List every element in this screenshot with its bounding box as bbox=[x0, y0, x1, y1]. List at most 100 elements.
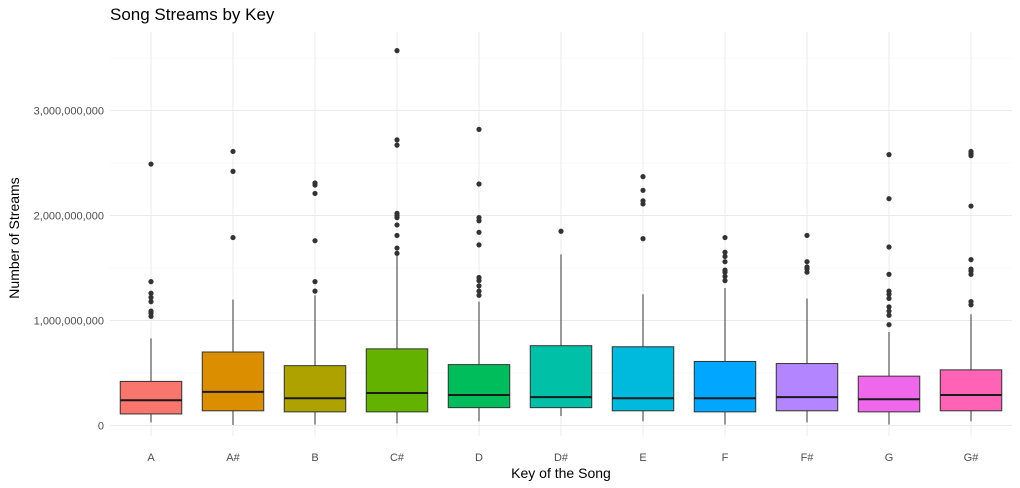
box-iqr bbox=[447, 364, 511, 409]
box-iqr bbox=[857, 375, 921, 413]
outlier-point bbox=[476, 274, 482, 281]
outlier-point bbox=[886, 295, 892, 302]
box-d bbox=[447, 126, 511, 422]
outlier-point bbox=[148, 290, 154, 296]
chart-title: Song Streams by Key bbox=[110, 5, 275, 24]
y-tick-label: 2,000,000,000 bbox=[34, 211, 104, 223]
x-tick-label: D# bbox=[554, 452, 569, 464]
box-g bbox=[857, 152, 921, 425]
y-tick-label: 3,000,000,000 bbox=[34, 106, 104, 118]
outlier-point bbox=[476, 292, 482, 298]
x-tick-label: E bbox=[639, 452, 646, 464]
x-tick-label: F# bbox=[801, 452, 815, 464]
outlier-point bbox=[722, 273, 728, 279]
outlier-point bbox=[886, 312, 892, 318]
box-a bbox=[119, 161, 183, 423]
outlier-point bbox=[968, 203, 974, 209]
outlier-point bbox=[558, 228, 564, 234]
outlier-point bbox=[722, 278, 728, 284]
outlier-point bbox=[640, 174, 646, 180]
outlier-point bbox=[394, 222, 400, 228]
outlier-point bbox=[804, 232, 810, 239]
outlier-point bbox=[886, 196, 892, 202]
outlier-point bbox=[312, 238, 318, 244]
outlier-point bbox=[804, 259, 810, 265]
box-iqr bbox=[775, 363, 839, 412]
outlier-point bbox=[968, 148, 974, 155]
outlier-point bbox=[312, 190, 318, 197]
outlier-point bbox=[886, 322, 892, 328]
outlier-point bbox=[312, 279, 318, 285]
outlier-point bbox=[230, 168, 236, 174]
y-tick-label: 1,000,000,000 bbox=[34, 316, 104, 328]
outlier-point bbox=[148, 279, 154, 285]
box-iqr bbox=[693, 360, 757, 413]
outlier-point bbox=[148, 294, 154, 300]
outlier-point bbox=[394, 245, 400, 251]
outlier-point bbox=[394, 48, 400, 54]
outlier-point bbox=[886, 304, 892, 310]
box-iqr bbox=[283, 365, 347, 413]
outlier-point bbox=[722, 253, 728, 260]
x-axis-ticks: A A# B C# D D# E F F# G G# bbox=[147, 452, 979, 464]
box-g-sharp bbox=[939, 148, 1003, 422]
box-f-sharp bbox=[775, 232, 839, 423]
box-b bbox=[283, 180, 347, 425]
outlier-point bbox=[312, 288, 318, 294]
outlier-point bbox=[640, 198, 646, 204]
x-tick-label: G# bbox=[964, 452, 980, 464]
outlier-point bbox=[722, 234, 728, 241]
outlier-point bbox=[148, 299, 154, 305]
outlier-point bbox=[312, 180, 318, 186]
outlier-point bbox=[968, 299, 974, 305]
outlier-point bbox=[886, 271, 892, 277]
outlier-point bbox=[722, 259, 728, 265]
outlier-point bbox=[476, 283, 482, 289]
box-e bbox=[611, 174, 675, 422]
x-tick-label: G bbox=[885, 452, 894, 464]
outlier-point bbox=[476, 242, 482, 248]
outlier-point bbox=[394, 210, 400, 216]
x-tick-label: A bbox=[147, 452, 155, 464]
x-tick-label: F bbox=[722, 452, 729, 464]
box-iqr bbox=[529, 345, 593, 409]
outlier-point bbox=[476, 181, 482, 187]
outlier-point bbox=[886, 308, 892, 314]
x-axis-title: Key of the Song bbox=[511, 465, 611, 481]
outlier-point bbox=[804, 264, 810, 270]
outlier-point bbox=[968, 257, 974, 263]
box-iqr bbox=[201, 351, 265, 412]
outlier-point bbox=[886, 244, 892, 250]
x-tick-label: D bbox=[475, 452, 483, 464]
outlier-point bbox=[148, 161, 154, 167]
outlier-point bbox=[640, 236, 646, 242]
outlier-point bbox=[394, 250, 400, 256]
outlier-point bbox=[476, 229, 482, 235]
y-axis-ticks: 0 1,000,000,000 2,000,000,000 3,000,000,000 bbox=[34, 106, 104, 433]
x-tick-label: B bbox=[311, 452, 318, 464]
box-plots bbox=[119, 48, 1003, 425]
outlier-point bbox=[886, 152, 892, 158]
outlier-point bbox=[476, 215, 482, 221]
box-c-sharp bbox=[365, 48, 429, 424]
outlier-point bbox=[476, 288, 482, 294]
outlier-point bbox=[230, 234, 236, 241]
outlier-point bbox=[394, 232, 400, 239]
box-iqr bbox=[119, 380, 183, 415]
box-iqr bbox=[611, 346, 675, 412]
outlier-point bbox=[476, 126, 482, 132]
box-iqr bbox=[939, 369, 1003, 412]
x-tick-label: A# bbox=[226, 452, 240, 464]
outlier-point bbox=[230, 148, 236, 155]
outlier-point bbox=[394, 137, 400, 143]
outlier-point bbox=[722, 267, 728, 273]
outlier-point bbox=[148, 308, 154, 314]
outlier-point bbox=[640, 187, 646, 193]
y-tick-label: 0 bbox=[98, 421, 104, 433]
box-f bbox=[693, 234, 757, 425]
x-tick-label: C# bbox=[390, 452, 405, 464]
box-a-sharp bbox=[201, 148, 265, 425]
outlier-point bbox=[968, 266, 974, 272]
outlier-point bbox=[886, 288, 892, 294]
